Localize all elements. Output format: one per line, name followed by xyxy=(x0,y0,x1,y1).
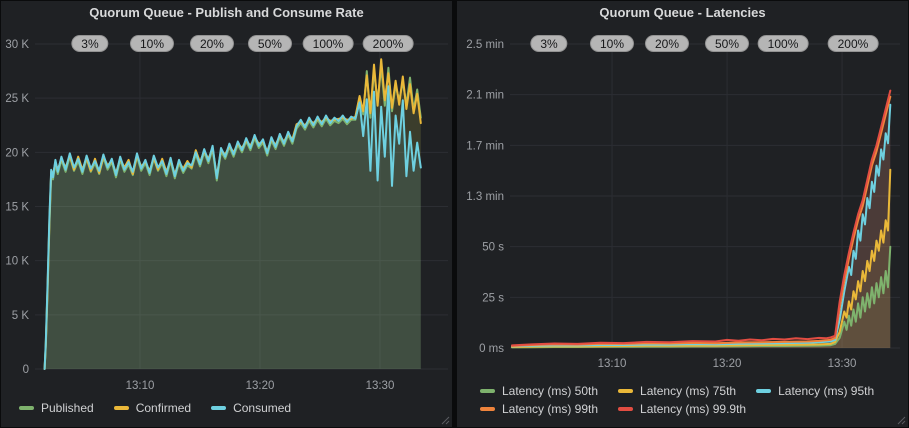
load-badge-20[interactable]: 20% xyxy=(644,35,689,52)
legend-series-label: Latency (ms) 99th xyxy=(502,402,599,416)
latencies-chart[interactable]: 0 ms 25 s 50 s 1.3 min 1.7 min 2.1 min 2.5 min… xyxy=(457,1,908,427)
y-axis-tick-label: 15 K xyxy=(5,202,29,214)
y-axis-tick-label: 1.3 min xyxy=(466,191,504,203)
legend-series-swatch xyxy=(480,407,495,411)
load-badge-50[interactable]: 50% xyxy=(247,35,292,52)
legend-item-consumed[interactable]: Consumed xyxy=(211,401,291,415)
x-axis-tick-label: 13:10 xyxy=(126,380,155,392)
legend-series-swatch xyxy=(480,389,495,393)
x-axis-tick-label: 13:20 xyxy=(246,380,275,392)
legend-item-latency-ms-50th[interactable]: Latency (ms) 50th xyxy=(480,384,598,398)
load-badge-20[interactable]: 20% xyxy=(189,35,234,52)
legend-series-swatch xyxy=(113,406,129,410)
legend-row: Latency (ms) 99th Latency (ms) 99.9th xyxy=(480,402,874,416)
load-badge-200[interactable]: 200% xyxy=(827,35,879,52)
series-area-latency-ms-75th xyxy=(512,169,891,348)
x-axis-tick-label: 13:10 xyxy=(598,358,627,370)
series-line-consumed xyxy=(43,85,422,370)
series-area-consumed xyxy=(44,86,421,370)
publish-consume-legend: Published Confirmed Consumed xyxy=(19,401,291,419)
resize-grip-lines xyxy=(897,416,906,425)
panel-title-publish-consume[interactable]: Quorum Queue - Publish and Consume Rate xyxy=(89,5,364,20)
y-axis-tick-label: 50 s xyxy=(482,242,504,254)
legend-series-swatch xyxy=(211,406,227,410)
legend-item-latency-ms-99-9th[interactable]: Latency (ms) 99.9th xyxy=(618,402,746,416)
series-line-latency-ms-99th xyxy=(511,95,892,347)
legend-series-swatch xyxy=(618,407,634,411)
y-axis-tick-label: 0 ms xyxy=(479,343,504,355)
load-badge-3[interactable]: 3% xyxy=(530,35,568,52)
load-badge-10[interactable]: 10% xyxy=(129,35,174,52)
panel-resize-handle[interactable] xyxy=(897,416,906,425)
legend-item-latency-ms-95th[interactable]: Latency (ms) 95th xyxy=(756,384,874,398)
legend-series-swatch xyxy=(19,406,34,410)
y-axis-tick-label: 25 K xyxy=(5,93,29,105)
y-axis-tick-label: 5 K xyxy=(12,310,30,322)
legend-item-latency-ms-75th[interactable]: Latency (ms) 75th xyxy=(618,384,736,398)
load-badge-3[interactable]: 3% xyxy=(71,35,109,52)
panel-latencies: Quorum Queue - Latencies 0 ms 25 s 50 s 1.3… xyxy=(457,1,908,427)
legend-item-latency-ms-99th[interactable]: Latency (ms) 99th xyxy=(480,402,598,416)
legend-row: Latency (ms) 50th Latency (ms) 75th Latenc… xyxy=(480,384,874,398)
y-axis-tick-label: 30 K xyxy=(5,39,29,51)
x-axis-tick-label: 13:30 xyxy=(828,358,857,370)
series-area-confirmed xyxy=(44,59,421,369)
x-axis-tick-label: 13:30 xyxy=(366,380,395,392)
y-axis-tick-label: 1.7 min xyxy=(466,140,504,152)
legend-series-swatch xyxy=(756,389,772,393)
legend-series-label: Consumed xyxy=(233,401,292,415)
legend-series-swatch xyxy=(618,389,634,393)
y-axis-tick-label: 0 xyxy=(23,364,29,376)
legend-series-label: Confirmed xyxy=(135,401,192,415)
legend-item-published[interactable]: Published xyxy=(19,401,94,415)
legend-item-confirmed[interactable]: Confirmed xyxy=(113,401,192,415)
series-line-latency-ms-75th xyxy=(511,168,892,348)
load-badge-100[interactable]: 100% xyxy=(757,35,809,52)
legend-series-label: Latency (ms) 99.9th xyxy=(640,402,747,416)
series-area-latency-ms-99th xyxy=(512,96,891,348)
panel-title-latencies[interactable]: Quorum Queue - Latencies xyxy=(599,5,766,20)
load-badge-50[interactable]: 50% xyxy=(705,35,750,52)
y-axis-tick-label: 2.1 min xyxy=(466,90,504,102)
series-line-latency-ms-99-9th xyxy=(511,89,892,347)
y-axis-tick-label: 20 K xyxy=(5,147,29,159)
y-axis-tick-label: 25 s xyxy=(482,292,504,304)
series-area-latency-ms-50th xyxy=(512,246,891,348)
legend-row: Published Confirmed Consumed xyxy=(19,401,291,415)
series-area-latency-ms-95th xyxy=(512,104,891,348)
panel-publish-consume-rate: Quorum Queue - Publish and Consume Rate … xyxy=(1,1,452,427)
legend-series-label: Published xyxy=(41,401,94,415)
legend-series-label: Latency (ms) 50th xyxy=(502,384,599,398)
legend-series-label: Latency (ms) 75th xyxy=(640,384,737,398)
x-axis-tick-label: 13:20 xyxy=(713,358,742,370)
load-badge-10[interactable]: 10% xyxy=(589,35,635,52)
resize-grip-lines xyxy=(441,416,450,425)
latencies-legend: Latency (ms) 50th Latency (ms) 75th Latenc… xyxy=(480,384,874,420)
y-axis-tick-label: 2.5 min xyxy=(466,39,504,51)
panel-resize-handle[interactable] xyxy=(441,416,450,425)
series-area-published xyxy=(44,66,421,370)
load-badge-200[interactable]: 200% xyxy=(362,35,414,52)
publish-consume-chart[interactable]: 0 5 K 10 K 15 K 20 K 25 K 30 K 13:10 13:20 13:30 xyxy=(1,1,452,427)
series-line-latency-ms-95th xyxy=(511,103,892,348)
series-area-latency-ms-99-9th xyxy=(512,90,891,348)
y-axis-tick-label: 10 K xyxy=(5,256,29,268)
load-badge-100[interactable]: 100% xyxy=(302,35,354,52)
legend-series-label: Latency (ms) 95th xyxy=(778,384,875,398)
